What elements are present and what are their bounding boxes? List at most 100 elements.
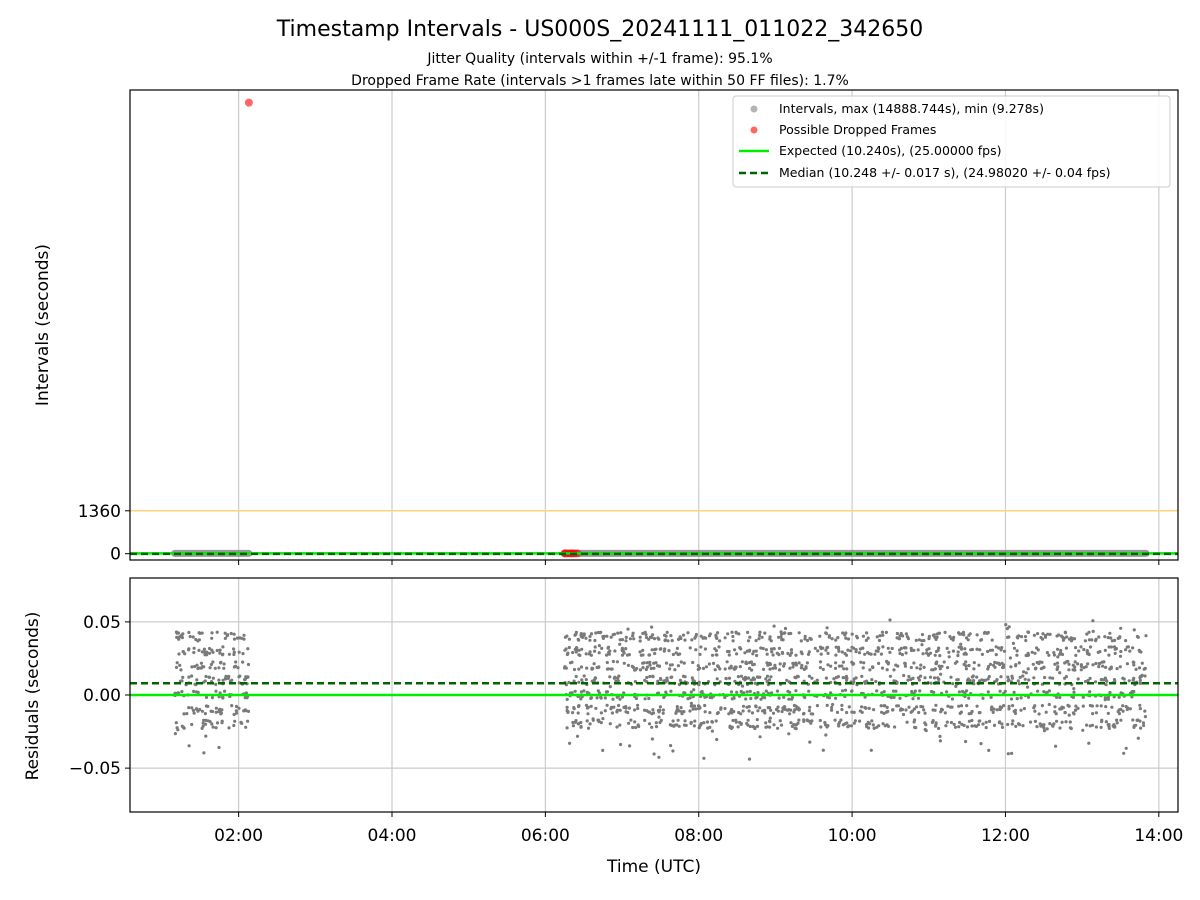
residual-point bbox=[945, 646, 949, 651]
residual-point bbox=[885, 705, 889, 710]
residual-point bbox=[907, 674, 911, 679]
residual-point bbox=[1019, 635, 1024, 639]
residual-point bbox=[909, 665, 913, 670]
residual-point bbox=[977, 663, 981, 667]
residual-point bbox=[610, 711, 615, 715]
residual-point bbox=[671, 749, 675, 753]
residual-point bbox=[837, 649, 841, 653]
residual-point bbox=[959, 632, 964, 636]
residual-point bbox=[234, 711, 239, 715]
residual-point bbox=[888, 674, 893, 678]
residual-point bbox=[1118, 654, 1123, 658]
residual-point bbox=[1046, 632, 1050, 636]
residual-point bbox=[780, 709, 784, 714]
residual-point bbox=[628, 744, 632, 748]
residual-point bbox=[232, 632, 236, 636]
residual-point bbox=[599, 711, 604, 715]
residual-point bbox=[1067, 668, 1071, 672]
residual-point bbox=[825, 725, 829, 729]
residual-point bbox=[954, 684, 958, 689]
residual-point bbox=[1115, 721, 1119, 725]
residual-point bbox=[209, 662, 213, 667]
residual-point bbox=[943, 711, 947, 715]
residual-point bbox=[1063, 711, 1067, 715]
residual-point bbox=[622, 691, 626, 695]
residual-point bbox=[613, 649, 617, 653]
residual-point bbox=[1103, 648, 1107, 653]
residual-point bbox=[754, 649, 758, 653]
residual-point bbox=[174, 721, 178, 725]
residual-point bbox=[834, 638, 838, 642]
residual-point bbox=[882, 711, 886, 716]
residual-point bbox=[674, 651, 678, 655]
residual-point bbox=[799, 650, 803, 654]
residual-point bbox=[1048, 676, 1052, 680]
residual-point bbox=[886, 646, 890, 650]
residual-point bbox=[1036, 632, 1040, 636]
residual-point bbox=[1064, 646, 1068, 650]
residual-point bbox=[647, 710, 652, 714]
residual-point bbox=[576, 711, 580, 715]
residual-point bbox=[743, 651, 747, 655]
residual-point bbox=[803, 695, 807, 700]
residual-point bbox=[211, 660, 215, 664]
residual-point bbox=[961, 689, 965, 694]
residual-point bbox=[957, 690, 962, 694]
residual-point bbox=[661, 711, 665, 715]
residual-point bbox=[670, 675, 674, 679]
residual-point bbox=[1088, 690, 1092, 694]
residual-point bbox=[221, 678, 225, 682]
residual-point bbox=[899, 707, 903, 711]
residual-point bbox=[843, 688, 848, 692]
residual-point bbox=[689, 721, 693, 726]
residual-point bbox=[938, 654, 942, 658]
residual-point bbox=[173, 732, 177, 736]
residual-point bbox=[574, 674, 578, 679]
residual-point bbox=[621, 649, 626, 654]
residual-point bbox=[768, 662, 773, 666]
residual-point bbox=[843, 722, 847, 726]
residual-point bbox=[830, 637, 834, 641]
residual-point bbox=[608, 722, 612, 726]
residual-point bbox=[816, 649, 820, 653]
residual-point bbox=[1073, 660, 1077, 664]
residual-point bbox=[759, 697, 763, 701]
residual-point bbox=[885, 668, 889, 672]
residual-point bbox=[645, 675, 649, 680]
residual-point bbox=[232, 647, 236, 651]
residual-point bbox=[210, 648, 214, 652]
residual-point bbox=[835, 710, 840, 715]
residual-point bbox=[1045, 651, 1049, 655]
residual-point bbox=[567, 680, 571, 685]
residual-point bbox=[748, 635, 752, 639]
bottom-xtick-label: 14:00 bbox=[1134, 826, 1183, 846]
residual-point bbox=[818, 666, 823, 670]
residual-point bbox=[776, 726, 780, 730]
residual-point bbox=[956, 653, 960, 658]
residual-point bbox=[859, 660, 863, 664]
residual-point bbox=[757, 633, 762, 638]
residual-point bbox=[589, 632, 594, 636]
residual-point bbox=[945, 690, 949, 694]
residual-point bbox=[241, 652, 245, 656]
residual-point bbox=[1017, 661, 1021, 665]
bottom-ytick-label: 0.00 bbox=[83, 686, 121, 706]
residual-point bbox=[1026, 685, 1030, 689]
residual-point bbox=[1090, 723, 1095, 727]
residual-point bbox=[1069, 636, 1073, 640]
residual-point bbox=[879, 652, 884, 656]
residual-point bbox=[676, 664, 681, 668]
residual-point bbox=[787, 697, 791, 701]
residual-point bbox=[1094, 725, 1098, 729]
residual-point bbox=[909, 648, 914, 653]
residual-point bbox=[748, 724, 752, 729]
legend-intervals-marker bbox=[750, 105, 758, 113]
residual-point bbox=[754, 705, 758, 709]
residual-point bbox=[1010, 751, 1014, 756]
residual-point bbox=[850, 632, 854, 636]
residual-point bbox=[563, 648, 567, 652]
residual-point bbox=[611, 633, 615, 637]
top-grid bbox=[238, 90, 1160, 560]
residual-point bbox=[1109, 645, 1113, 649]
residual-point bbox=[912, 661, 916, 665]
